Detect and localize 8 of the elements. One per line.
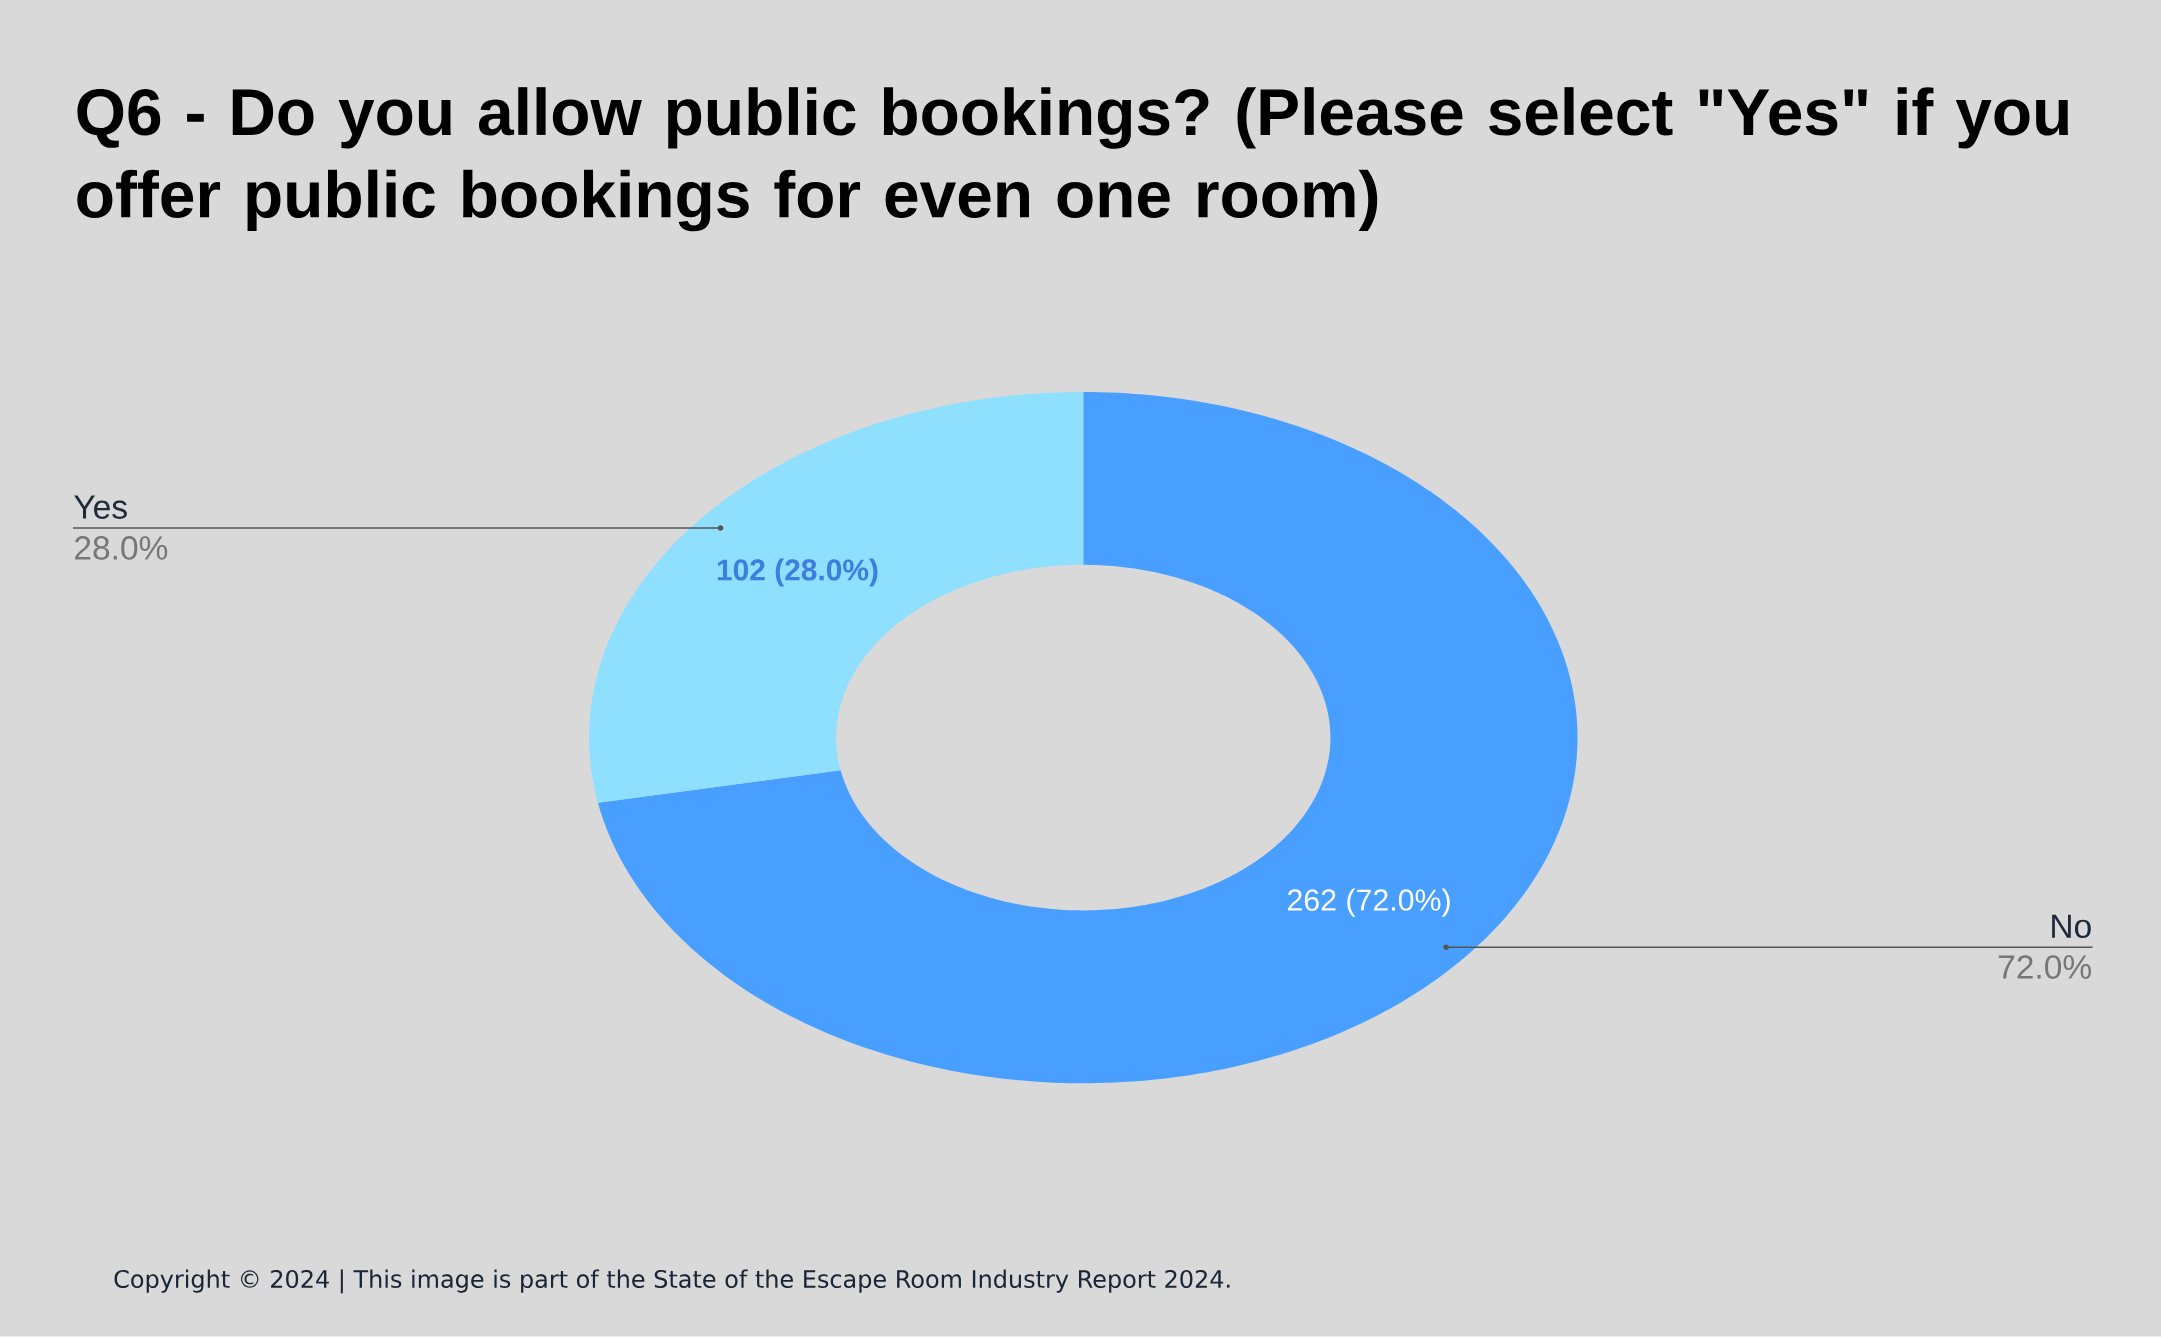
text: 28.0% [75, 536, 168, 561]
data-label: 262 (72.0%) [1288, 888, 1450, 918]
slice-label: Yes [74, 495, 127, 520]
text: Copyright © 2024 | This image is part of the State of the Escape Room Industry Report 2024. [114, 1269, 1230, 1294]
slice-label: No [2052, 914, 2091, 939]
chart-title: Q6 - Do you allow public bookings? (Please select "Yes" if you offer public bookings for even one room) [77, 87, 2068, 232]
data-label: 102 (28.0%) [717, 558, 878, 587]
text: 72.0% [1998, 955, 2091, 980]
